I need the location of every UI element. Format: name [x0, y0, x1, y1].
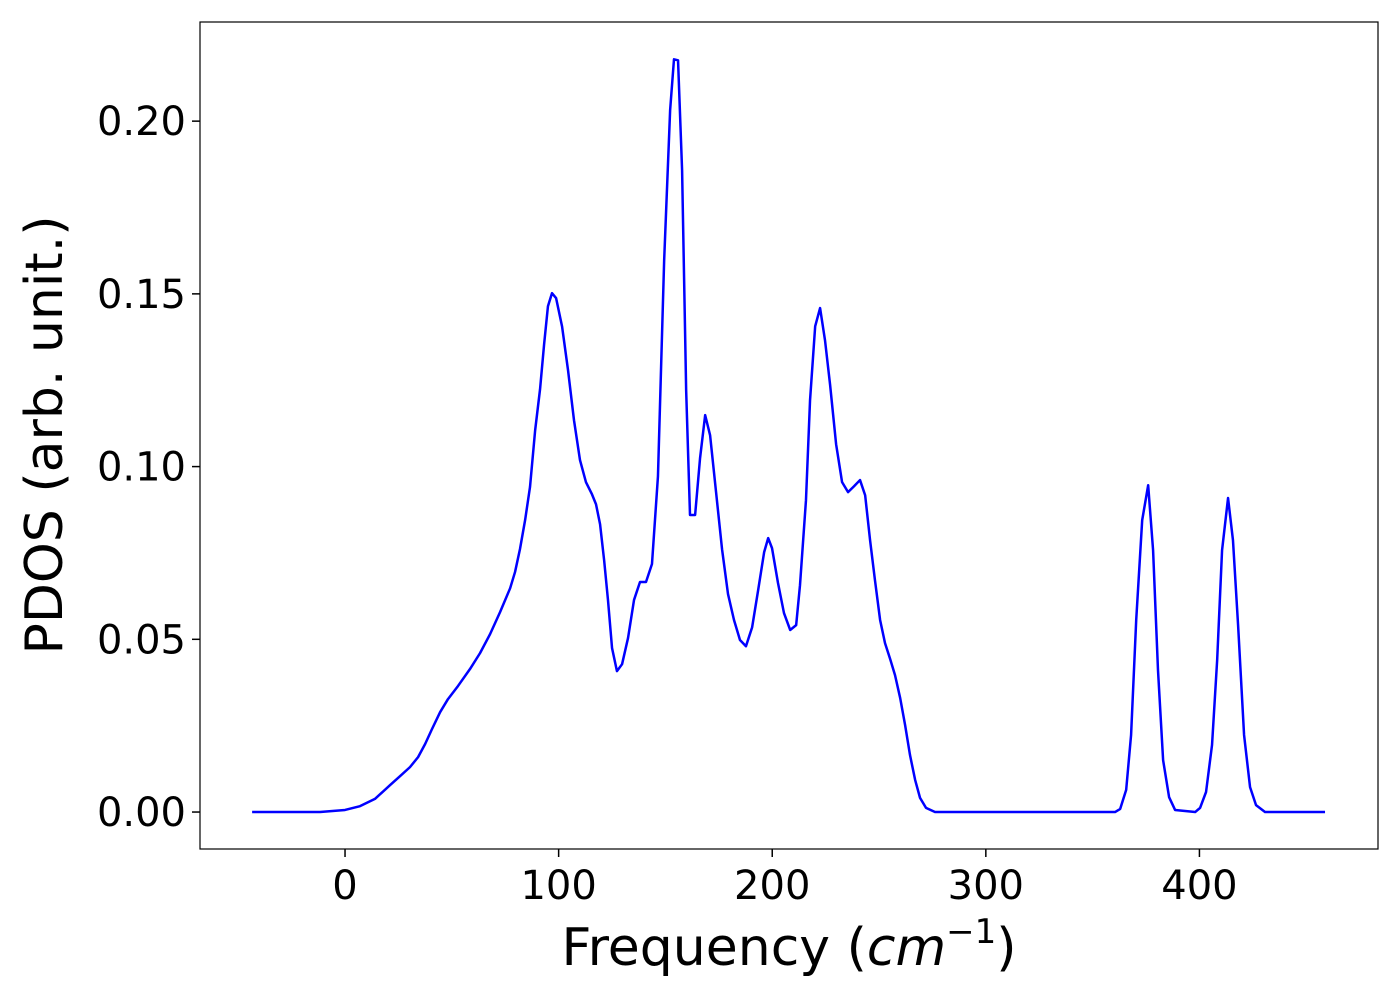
y-axis-label: PDOS (arb. unit.): [15, 215, 75, 654]
y-tick-label: 0.20: [97, 99, 186, 145]
x-tick-label: 0: [332, 863, 357, 909]
y-tick-label: 0.05: [97, 617, 186, 663]
y-tick-label: 0.00: [97, 790, 186, 836]
x-tick-label: 300: [948, 863, 1024, 909]
x-label-close: ): [996, 918, 1016, 978]
x-label-unit: cm: [867, 918, 946, 978]
y-tick-label: 0.10: [97, 445, 186, 491]
x-label-text: Frequency (: [561, 918, 866, 978]
x-label-exponent: −1: [946, 912, 996, 952]
y-tick-label: 0.15: [97, 272, 186, 318]
pdos-line: [252, 58, 1326, 814]
plot-frame: [199, 21, 1379, 850]
x-tick-label: 400: [1161, 863, 1237, 909]
x-axis-label: Frequency (cm−1): [561, 912, 1016, 978]
x-tick-label: 200: [734, 863, 810, 909]
x-tick-label: 100: [520, 863, 596, 909]
